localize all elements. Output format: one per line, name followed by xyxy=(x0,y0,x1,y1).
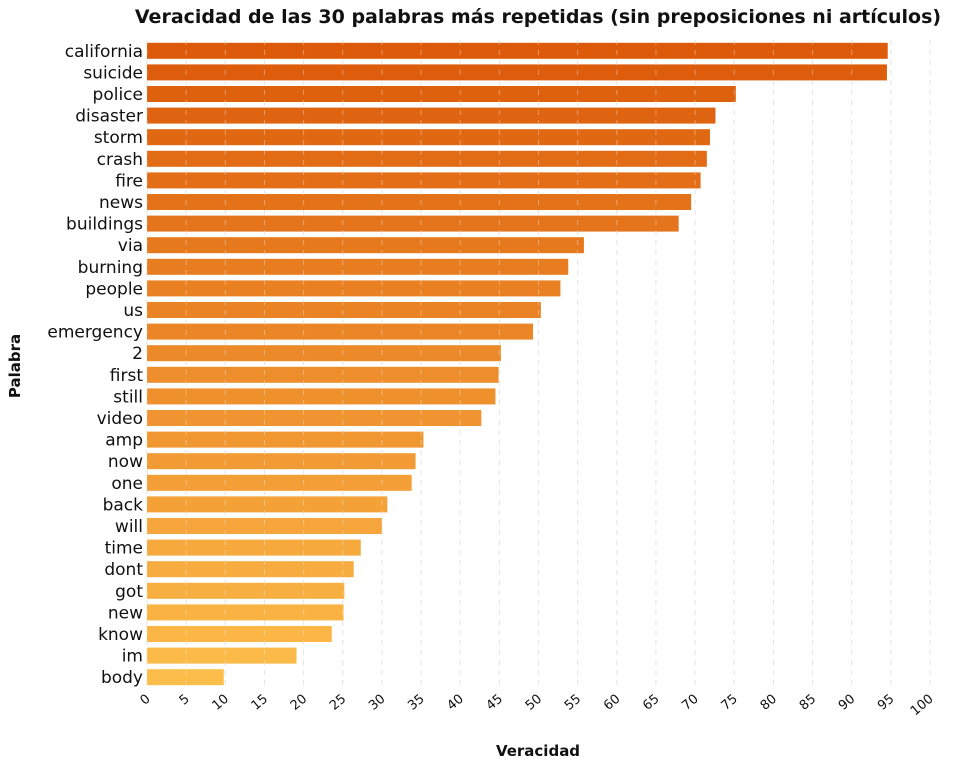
x-tick-label: 55 xyxy=(562,692,584,714)
bar-via xyxy=(147,237,584,254)
category-label: one xyxy=(111,474,143,494)
bar-news xyxy=(147,194,692,210)
category-label: police xyxy=(93,85,143,105)
x-tick-label: 95 xyxy=(875,692,897,714)
bar-dont xyxy=(147,561,354,578)
grid-lines xyxy=(146,40,931,688)
chart-title: Veracidad de las 30 palabras más repetid… xyxy=(134,6,942,28)
x-tick-label: 30 xyxy=(366,692,388,714)
x-tick-label: 0 xyxy=(138,692,154,709)
category-label: new xyxy=(108,603,143,623)
x-tick-label: 100 xyxy=(908,692,937,719)
x-tick-label: 20 xyxy=(288,692,310,714)
category-label: know xyxy=(98,625,143,645)
bar-body xyxy=(147,669,224,686)
bar-california xyxy=(147,42,888,59)
category-label: suicide xyxy=(83,63,143,83)
y-axis-title: Palabra xyxy=(6,334,24,398)
category-label: will xyxy=(115,517,143,537)
x-tick-label: 85 xyxy=(797,692,819,714)
x-tick-label: 15 xyxy=(249,692,271,714)
x-tick-label: 35 xyxy=(405,692,427,714)
category-label: 2 xyxy=(132,344,143,364)
category-label: body xyxy=(101,668,143,688)
bar-people xyxy=(147,280,561,297)
x-tick-label: 80 xyxy=(758,692,780,714)
bar-video xyxy=(147,410,482,426)
category-label: emergency xyxy=(47,323,143,343)
category-label: disaster xyxy=(75,107,143,127)
category-labels: californiasuicidepolicedisasterstormcras… xyxy=(47,42,143,688)
category-label: now xyxy=(108,452,143,472)
x-tick-label: 70 xyxy=(679,692,701,714)
bar-buildings xyxy=(147,215,679,232)
category-label: got xyxy=(115,582,143,602)
bar-now xyxy=(147,453,416,470)
bar-still xyxy=(147,388,496,405)
category-label: crash xyxy=(97,150,143,170)
bar-will xyxy=(147,518,382,534)
bar-2 xyxy=(147,345,501,362)
category-label: people xyxy=(85,279,143,299)
category-label: storm xyxy=(94,128,143,148)
category-label: buildings xyxy=(66,215,143,235)
bar-first xyxy=(147,366,499,383)
category-label: still xyxy=(113,387,143,407)
bar-amp xyxy=(147,431,424,448)
x-tick-label: 60 xyxy=(601,692,623,714)
bar-time xyxy=(147,539,361,556)
x-tick-label: 90 xyxy=(836,692,858,714)
bar-im xyxy=(147,647,297,664)
category-label: first xyxy=(110,366,144,386)
category-label: burning xyxy=(78,258,143,278)
x-tick-label: 75 xyxy=(719,692,741,714)
bars xyxy=(146,40,931,688)
bar-storm xyxy=(147,129,710,146)
category-label: us xyxy=(123,301,143,321)
category-label: amp xyxy=(105,431,143,451)
category-label: video xyxy=(97,409,143,429)
category-label: fire xyxy=(115,171,143,191)
category-label: california xyxy=(65,42,143,62)
category-label: im xyxy=(122,647,143,667)
x-tick-label: 10 xyxy=(210,692,232,714)
bar-suicide xyxy=(147,64,887,81)
x-tick-label: 5 xyxy=(177,692,193,709)
x-tick-label: 40 xyxy=(444,692,466,714)
category-label: news xyxy=(99,193,143,213)
category-label: dont xyxy=(104,560,143,580)
bar-know xyxy=(147,626,332,642)
bar-new xyxy=(147,604,344,621)
category-label: back xyxy=(103,495,144,515)
x-axis-title: Veracidad xyxy=(496,742,580,760)
bar-back xyxy=(147,496,388,513)
bar-one xyxy=(147,474,412,491)
bar-emergency xyxy=(147,323,534,340)
x-tick-label: 45 xyxy=(484,692,506,714)
bar-burning xyxy=(147,258,569,275)
x-tick-label: 65 xyxy=(640,692,662,714)
x-tick-label: 25 xyxy=(327,692,349,714)
x-tick-label: 50 xyxy=(523,692,545,714)
bar-us xyxy=(147,302,541,318)
bar-got xyxy=(147,582,345,599)
category-label: via xyxy=(118,236,143,256)
bar-disaster xyxy=(147,107,716,124)
x-tick-labels: 0 5 10 15 20 25 30 35 40 45 50 55 60 65 70 75 80 85 90 95 10… xyxy=(138,692,937,719)
bar-fire xyxy=(147,172,701,189)
bar-police xyxy=(147,86,736,102)
category-label: time xyxy=(105,539,143,559)
bar-crash xyxy=(147,150,707,167)
